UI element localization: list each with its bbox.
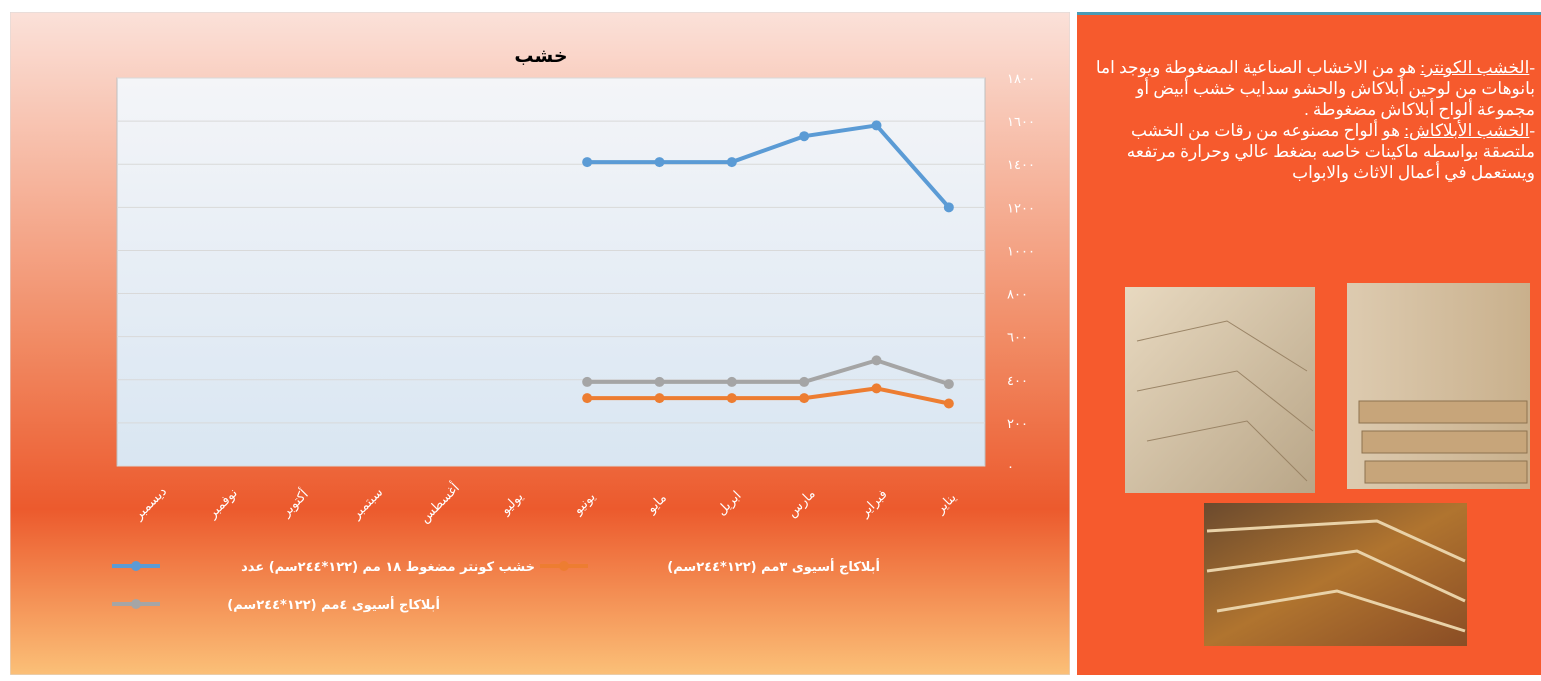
y-tick-label: ٢٠٠ xyxy=(1007,417,1028,432)
data-point xyxy=(799,393,810,404)
paragraph-text: هو من الاخشاب الصناعية المضغوطة ويوجد ام… xyxy=(1095,58,1535,119)
data-point xyxy=(799,376,810,387)
data-point xyxy=(726,376,737,387)
plot-area xyxy=(116,77,986,467)
photo-detail xyxy=(1136,320,1314,482)
photo-blockboard xyxy=(1347,283,1530,489)
data-point xyxy=(871,383,882,394)
legend-marker xyxy=(559,561,569,571)
data-point xyxy=(943,202,954,213)
y-tick-label: ٤٠٠ xyxy=(1007,374,1028,389)
legend-entry: أبلاكاج أسيوى ٣مم (١٢٢*٢٤٤سم) xyxy=(540,558,880,575)
y-tick-label: ١٤٠٠ xyxy=(1007,158,1035,173)
data-point xyxy=(871,120,882,131)
photo-veneer-sheets xyxy=(1204,503,1467,646)
side-text: -الخشب الكونتر: هو من الاخشاب الصناعية ا… xyxy=(1093,57,1535,183)
paragraph: -الخشب الأبلاكاش: هو ألواح مصنوعه من رقا… xyxy=(1093,120,1535,183)
data-point xyxy=(726,393,737,404)
wood-photos xyxy=(1125,283,1530,646)
data-point xyxy=(943,398,954,409)
data-point xyxy=(654,157,665,168)
side-panel: -الخشب الكونتر: هو من الاخشاب الصناعية ا… xyxy=(1077,12,1541,675)
data-point xyxy=(582,393,593,404)
series-line xyxy=(587,386,950,406)
data-point xyxy=(726,157,737,168)
legend-marker xyxy=(131,561,141,571)
paragraph-text: هو ألواح مصنوعه من رقات من الخشب ملتصقة … xyxy=(1126,121,1535,182)
chart: خشب ٠٢٠٠٤٠٠٦٠٠٨٠٠١٠٠٠١٢٠٠١٤٠٠١٦٠٠١٨٠٠ينا… xyxy=(10,12,1070,675)
photo-plywood-stack xyxy=(1125,287,1315,493)
term: الخشب الكونتر: xyxy=(1420,58,1530,77)
legend-label: خشب كونتر مضغوط ١٨ مم (١٢٢*٢٤٤سم) عدد xyxy=(241,560,535,575)
legend-entry: خشب كونتر مضغوط ١٨ مم (١٢٢*٢٤٤سم) عدد xyxy=(112,560,535,575)
data-point xyxy=(799,131,810,142)
y-tick-label: ١٢٠٠ xyxy=(1007,201,1035,216)
legend-marker xyxy=(131,599,141,609)
lead: - xyxy=(1529,121,1535,140)
y-tick-label: ١٦٠٠ xyxy=(1007,115,1035,130)
lead: - xyxy=(1529,58,1535,77)
y-tick-label: ٦٠٠ xyxy=(1007,331,1028,346)
data-point xyxy=(871,355,882,366)
data-point xyxy=(582,376,593,387)
y-tick-label: ٨٠٠ xyxy=(1007,288,1028,303)
paragraph: -الخشب الكونتر: هو من الاخشاب الصناعية ا… xyxy=(1093,57,1535,120)
legend-label: أبلاكاج أسيوى ٣مم (١٢٢*٢٤٤سم) xyxy=(667,558,880,575)
data-point xyxy=(943,379,954,390)
photo-detail xyxy=(1358,400,1528,484)
legend-label: أبلاكاج أسيوى ٤مم (١٢٢*٢٤٤سم) xyxy=(227,596,440,613)
y-tick-label: ١٠٠٠ xyxy=(1007,244,1035,259)
legend-entry: أبلاكاج أسيوى ٤مم (١٢٢*٢٤٤سم) xyxy=(112,596,440,613)
data-point xyxy=(654,393,665,404)
data-point xyxy=(582,157,593,168)
data-point xyxy=(654,376,665,387)
y-tick-label: ١٨٠٠ xyxy=(1007,72,1035,87)
y-tick-label: ٠ xyxy=(1007,460,1014,475)
series-line xyxy=(587,358,950,386)
series-line xyxy=(587,123,951,209)
term: الخشب الأبلاكاش: xyxy=(1404,121,1530,140)
chart-title: خشب xyxy=(514,45,567,67)
photo-detail xyxy=(1206,519,1466,633)
